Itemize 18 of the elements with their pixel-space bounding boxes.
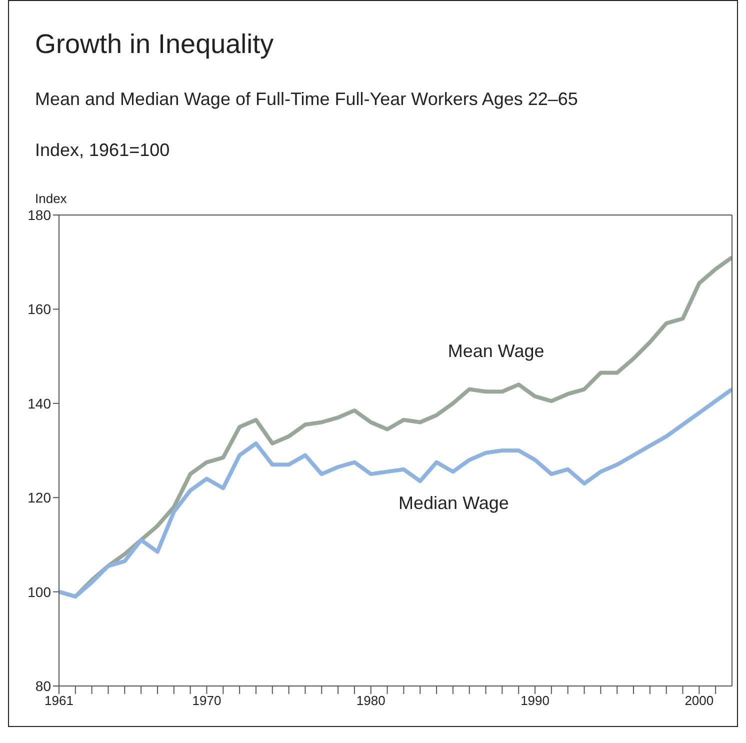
x-tick-label: 2000 xyxy=(684,693,714,708)
y-tick-label: 140 xyxy=(28,395,52,412)
chart-subtitle: Mean and Median Wage of Full-Time Full-Year Workers Ages 22–65 xyxy=(35,89,578,110)
chart-title: Growth in Inequality xyxy=(35,29,274,60)
y-tick-label: 80 xyxy=(35,678,52,694)
text: Index, 1961=100 xyxy=(35,140,170,161)
y-axis-title: Index xyxy=(35,191,67,206)
x-tick-label: 1970 xyxy=(192,693,222,708)
y-tick-label: 100 xyxy=(28,584,52,600)
series-label: Median Wage xyxy=(398,493,509,514)
line-series xyxy=(59,387,732,599)
x-tick-label: 1961 xyxy=(44,693,74,708)
y-tick-label: 120 xyxy=(28,490,52,506)
x-tick-label: 1980 xyxy=(356,693,386,708)
x-tick-label: 1990 xyxy=(520,693,550,708)
y-tick-label: 160 xyxy=(28,301,52,318)
series-label: Mean Wage xyxy=(448,341,544,362)
y-tick-label: 180 xyxy=(28,206,52,223)
